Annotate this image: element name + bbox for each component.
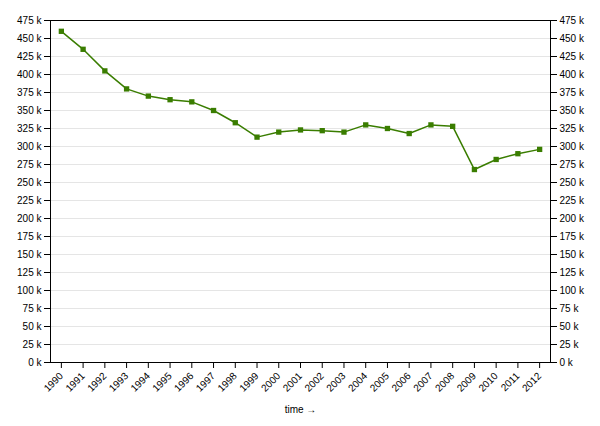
svg-text:1999: 1999 xyxy=(237,370,261,394)
svg-text:300 k: 300 k xyxy=(560,141,585,152)
svg-text:2011: 2011 xyxy=(499,370,522,393)
svg-text:2010: 2010 xyxy=(476,370,500,394)
svg-text:400 k: 400 k xyxy=(560,69,585,80)
svg-text:100 k: 100 k xyxy=(17,285,42,296)
svg-text:200 k: 200 k xyxy=(17,213,42,224)
svg-text:1992: 1992 xyxy=(85,370,109,394)
svg-text:75 k: 75 k xyxy=(560,303,580,314)
svg-text:2000: 2000 xyxy=(259,370,283,394)
svg-text:375 k: 375 k xyxy=(560,87,585,98)
svg-text:325 k: 325 k xyxy=(560,123,585,134)
svg-text:2002: 2002 xyxy=(302,370,326,394)
svg-text:250 k: 250 k xyxy=(560,177,585,188)
svg-text:100 k: 100 k xyxy=(560,285,585,296)
svg-text:2003: 2003 xyxy=(324,370,348,394)
svg-text:150 k: 150 k xyxy=(560,249,585,260)
svg-text:2004: 2004 xyxy=(346,370,370,394)
svg-text:1995: 1995 xyxy=(150,370,174,394)
svg-text:2009: 2009 xyxy=(455,370,479,394)
svg-text:125 k: 125 k xyxy=(17,267,42,278)
svg-text:175 k: 175 k xyxy=(560,231,585,242)
svg-text:375 k: 375 k xyxy=(17,87,42,98)
svg-text:175 k: 175 k xyxy=(17,231,42,242)
svg-text:2007: 2007 xyxy=(411,370,435,394)
svg-text:2006: 2006 xyxy=(389,370,413,394)
svg-text:400 k: 400 k xyxy=(17,69,42,80)
svg-text:time →: time → xyxy=(285,404,317,415)
svg-text:300 k: 300 k xyxy=(17,141,42,152)
svg-text:425 k: 425 k xyxy=(560,51,585,62)
svg-text:1998: 1998 xyxy=(215,370,239,394)
svg-text:225 k: 225 k xyxy=(17,195,42,206)
svg-text:25 k: 25 k xyxy=(23,339,43,350)
svg-text:425 k: 425 k xyxy=(17,51,42,62)
svg-text:275 k: 275 k xyxy=(17,159,42,170)
svg-text:450 k: 450 k xyxy=(17,33,42,44)
svg-text:250 k: 250 k xyxy=(17,177,42,188)
svg-text:150 k: 150 k xyxy=(17,249,42,260)
svg-text:2005: 2005 xyxy=(368,370,392,394)
svg-text:1996: 1996 xyxy=(172,370,196,394)
svg-text:0 k: 0 k xyxy=(560,357,574,368)
svg-text:1991: 1991 xyxy=(63,370,87,394)
svg-text:50 k: 50 k xyxy=(23,321,43,332)
svg-text:1990: 1990 xyxy=(42,370,66,394)
svg-text:325 k: 325 k xyxy=(17,123,42,134)
svg-text:225 k: 225 k xyxy=(560,195,585,206)
svg-text:1997: 1997 xyxy=(194,370,218,394)
svg-text:200 k: 200 k xyxy=(560,213,585,224)
svg-text:1994: 1994 xyxy=(128,370,152,394)
svg-text:475 k: 475 k xyxy=(560,15,585,26)
svg-text:350 k: 350 k xyxy=(17,105,42,116)
svg-text:475 k: 475 k xyxy=(17,15,42,26)
svg-text:450 k: 450 k xyxy=(560,33,585,44)
svg-text:75 k: 75 k xyxy=(23,303,43,314)
svg-text:25 k: 25 k xyxy=(560,339,580,350)
svg-text:50 k: 50 k xyxy=(560,321,580,332)
svg-text:2001: 2001 xyxy=(281,370,305,394)
svg-text:0 k: 0 k xyxy=(28,357,42,368)
svg-text:125 k: 125 k xyxy=(560,267,585,278)
svg-text:275 k: 275 k xyxy=(560,159,585,170)
svg-text:2008: 2008 xyxy=(433,370,457,394)
svg-text:2012: 2012 xyxy=(520,370,544,394)
svg-text:350 k: 350 k xyxy=(560,105,585,116)
svg-text:1993: 1993 xyxy=(107,370,131,394)
